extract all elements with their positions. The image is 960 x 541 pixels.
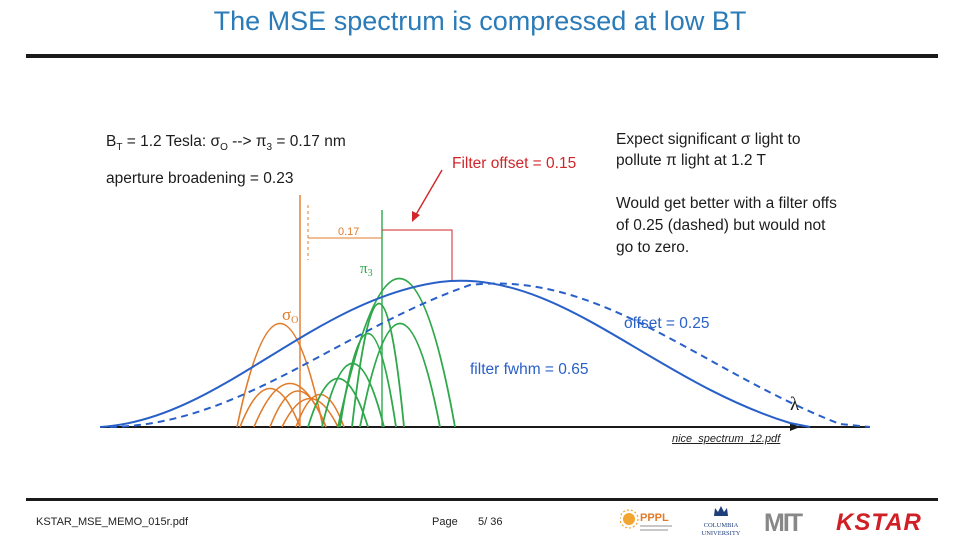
pi-arc: [359, 322, 441, 428]
bt-annotation: BT = 1.2 Tesla: σO --> π3 = 0.17 nm: [106, 133, 346, 154]
pi-components: [307, 277, 456, 428]
sigma-label: σO: [282, 305, 298, 326]
pppl-sun-icon: PPPL: [619, 509, 672, 531]
pi-arc: [321, 362, 385, 428]
sigma-arc: [269, 390, 327, 428]
would-annotation-line1: Would get better with a filter offs: [616, 195, 837, 212]
expect-annotation-line1: Expect significant σ light to: [616, 131, 801, 148]
columbia-logo: COLUMBIA UNIVERSITY: [700, 504, 742, 538]
svg-text:PPPL: PPPL: [640, 512, 669, 524]
fwhm-annotation: filter fwhm = 0.65: [470, 361, 589, 378]
sigma-arc: [281, 397, 339, 428]
pi-arc: [307, 377, 369, 428]
pi3-label: π3: [360, 261, 373, 279]
filter-curve-dashed: [109, 282, 871, 428]
filter-offset-arrow: [413, 169, 443, 219]
mit-logo: MIT: [764, 509, 803, 537]
sigma-arc: [236, 322, 324, 428]
kstar-logo: KSTAR: [836, 509, 922, 536]
figure-caption: nice_spectrum_12.pdf: [672, 433, 781, 445]
footer-page-number: 5/ 36: [478, 516, 503, 528]
slide-title: The MSE spectrum is compressed at low BT: [213, 6, 747, 36]
sigma-arc: [239, 387, 301, 428]
filter-offset-marker: [382, 229, 453, 282]
would-annotation-line3: go to zero.: [616, 239, 690, 256]
aperture-annotation: aperture broadening = 0.23: [106, 170, 294, 187]
footer-page-label: Page: [432, 516, 458, 528]
pppl-logo: PPPL: [619, 506, 680, 536]
footer-filename: KSTAR_MSE_MEMO_015r.pdf: [36, 516, 189, 528]
pi-arc: [337, 277, 456, 428]
offset-annotation: offset = 0.25: [624, 315, 710, 332]
filter-offset-arrowhead: [412, 211, 420, 222]
filter-offset-annotation: Filter offset = 0.15: [452, 155, 577, 172]
dimension-label: 0.17: [338, 226, 359, 238]
would-annotation-line2: of 0.25 (dashed) but would not: [616, 217, 826, 234]
expect-annotation-line2: pollute π light at 1.2 T: [616, 152, 766, 169]
lambda-label: λ: [790, 394, 800, 415]
sigma-components: [236, 322, 345, 428]
pi-arc: [351, 302, 405, 428]
pi-arc: [339, 332, 397, 428]
filter-curve-solid: [99, 279, 811, 428]
footer-divider: [26, 498, 938, 501]
axis-arrowhead: [790, 423, 800, 431]
crown-icon: [714, 506, 728, 516]
title-divider: [26, 54, 938, 58]
